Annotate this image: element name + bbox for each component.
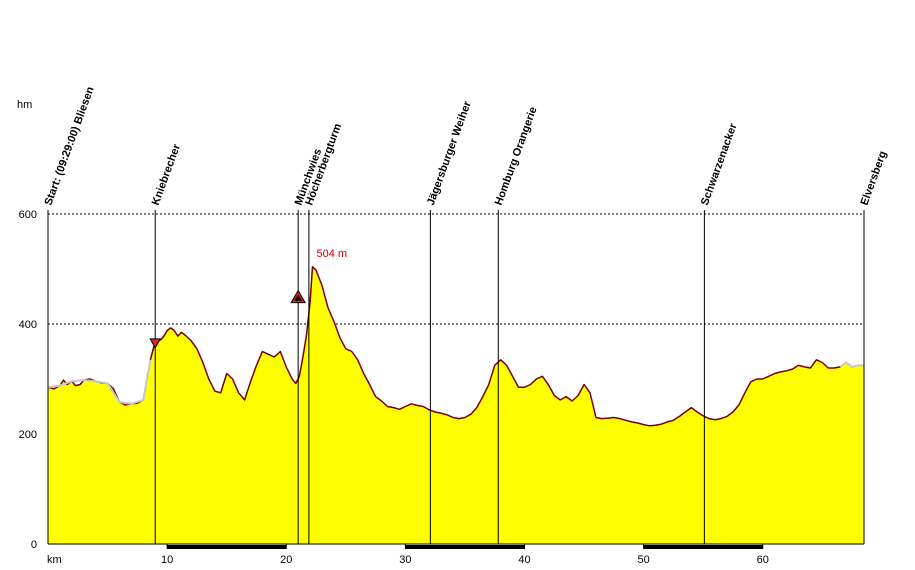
summit-icon-inner [294, 294, 303, 301]
km-scale-bar [167, 545, 287, 549]
x-axis-label: km [47, 554, 62, 566]
elevation-area-layer [47, 266, 864, 544]
descent-warning-icon [149, 338, 162, 349]
x-tick-label: 50 [637, 554, 649, 566]
waypoint-label: Schwarzenacker [699, 121, 740, 207]
y-tick-label: 400 [19, 319, 37, 331]
y-tick-label: 0 [31, 539, 37, 551]
x-tick-label: 20 [280, 554, 292, 566]
post-end-line [839, 361, 864, 368]
pre-start-line [47, 359, 152, 405]
x-tick-label: 40 [518, 554, 530, 566]
max-elevation-label: 504 m [316, 248, 347, 260]
waypoint-label: Start: (09:29:00) Bliesen [43, 85, 97, 207]
waypoint-label: Jägersburger Weiher [425, 99, 474, 207]
elevation-line [47, 266, 864, 427]
y-axis-label: hm [17, 99, 32, 111]
km-scale-bar [643, 545, 763, 549]
axis-layer: 0 200 400 600 10 20 30 40 50 60 [19, 209, 864, 566]
x-tick-label: 10 [161, 554, 173, 566]
x-tick-label: 60 [757, 554, 769, 566]
waypoint-label: Kniebrecher [150, 142, 183, 207]
elevation-area [48, 266, 864, 544]
y-tick-label: 200 [19, 429, 37, 441]
waypoint-label: Homburg Orangerie [493, 105, 540, 207]
km-scale-bar [405, 545, 525, 549]
x-tick-label: 30 [399, 554, 411, 566]
y-tick-label: 600 [19, 209, 37, 221]
waypoint-label: Elversberg [859, 149, 890, 207]
